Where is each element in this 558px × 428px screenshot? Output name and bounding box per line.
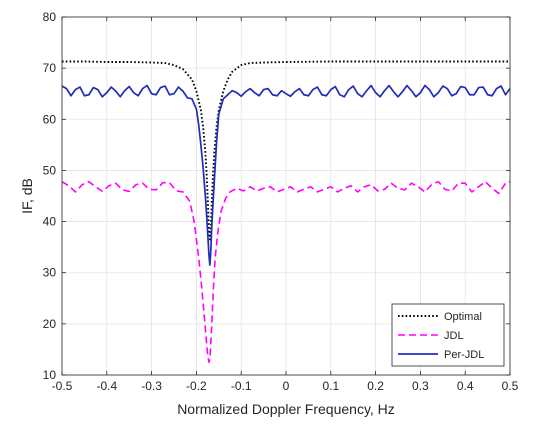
x-tick-label: 0.5 xyxy=(502,379,519,393)
legend: Optimal JDL Per-JDL xyxy=(391,303,505,367)
series-line-2 xyxy=(61,84,511,266)
y-axis-ticks: 10 20 30 40 50 60 70 80 xyxy=(43,10,510,382)
legend-label: JDL xyxy=(444,330,464,342)
x-tick-label: -0.5 xyxy=(52,379,73,393)
y-axis-title: IF, dB xyxy=(19,178,35,214)
y-tick-label: 20 xyxy=(43,317,57,331)
series-lines xyxy=(61,60,511,364)
x-tick-label: -0.3 xyxy=(141,379,162,393)
x-axis-title: Normalized Doppler Frequency, Hz xyxy=(177,401,395,417)
x-tick-label: -0.4 xyxy=(96,379,117,393)
y-tick-label: 30 xyxy=(43,266,57,280)
x-tick-label: 0.1 xyxy=(322,379,339,393)
y-tick-label: 60 xyxy=(43,112,57,126)
x-tick-label: -0.1 xyxy=(231,379,252,393)
y-tick-label: 40 xyxy=(43,215,57,229)
series-line-0 xyxy=(62,60,510,241)
x-tick-label: -0.2 xyxy=(186,379,207,393)
x-tick-label: 0 xyxy=(283,379,290,393)
y-tick-label: 10 xyxy=(43,368,57,382)
series-line-1 xyxy=(61,180,511,364)
legend-label: Optimal xyxy=(444,311,482,323)
x-tick-label: 0.2 xyxy=(367,379,384,393)
x-tick-label: 0.3 xyxy=(412,379,429,393)
legend-label: Per-JDL xyxy=(444,349,484,361)
x-tick-label: 0.4 xyxy=(457,379,474,393)
y-tick-label: 80 xyxy=(43,10,57,24)
x-axis-ticks: -0.5 -0.4 -0.3 -0.2 -0.1 0 0.1 0.2 0.3 0.4 0.5 xyxy=(52,17,519,393)
y-tick-label: 50 xyxy=(43,163,57,177)
y-tick-label: 70 xyxy=(43,61,57,75)
